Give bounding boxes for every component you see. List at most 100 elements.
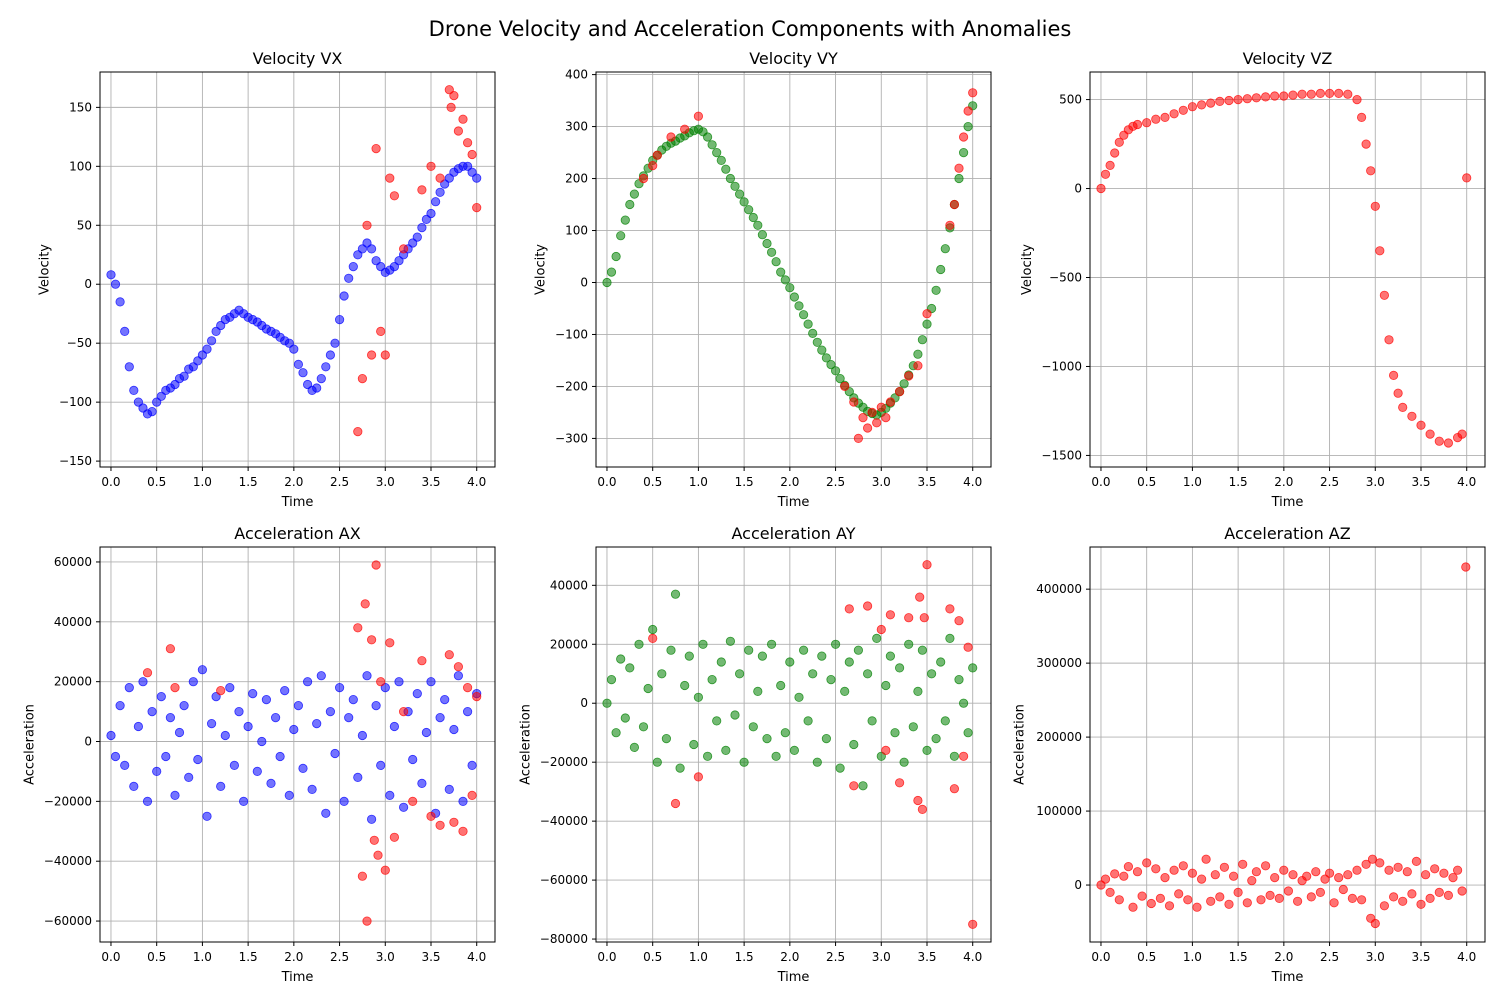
data-point xyxy=(625,663,635,673)
data-point xyxy=(821,733,832,744)
data-point xyxy=(408,796,418,807)
data-point xyxy=(958,751,969,761)
x-tick-label: 0.0 xyxy=(1091,950,1110,964)
data-point xyxy=(380,350,390,360)
data-point xyxy=(606,674,617,685)
y-tick-label: −1500 xyxy=(1041,448,1082,462)
data-point xyxy=(453,126,463,136)
data-point xyxy=(449,724,459,735)
data-point xyxy=(881,680,891,691)
data-point xyxy=(1251,867,1262,877)
data-point xyxy=(412,688,422,699)
data-point xyxy=(620,215,630,225)
data-point xyxy=(1128,902,1138,912)
x-axis: 0.0 0.5 1.0 1.5 2.0 2.5 3.0 3.5 4.0 xyxy=(597,942,982,964)
data-point xyxy=(142,796,153,807)
data-point xyxy=(1238,859,1248,869)
data-point xyxy=(899,757,909,767)
data-point xyxy=(371,144,381,154)
data-points xyxy=(602,560,978,929)
plot-frame xyxy=(595,71,992,468)
data-point xyxy=(357,871,367,881)
data-point xyxy=(366,635,377,645)
data-point xyxy=(284,790,294,801)
data-point xyxy=(1425,893,1435,904)
data-point xyxy=(165,644,175,654)
data-point xyxy=(1146,898,1156,909)
data-point xyxy=(1329,898,1339,908)
data-point xyxy=(1279,91,1289,101)
x-tick-label: 3.5 xyxy=(1411,950,1430,964)
x-tick-label: 4.0 xyxy=(467,475,486,489)
plot-frame xyxy=(99,71,496,468)
data-point xyxy=(444,650,454,660)
data-point xyxy=(968,919,978,929)
data-point xyxy=(922,309,932,319)
data-point xyxy=(1457,429,1467,439)
data-point xyxy=(289,724,299,735)
data-point xyxy=(849,781,859,791)
subplot-grid: 0.0 0.5 1.0 1.5 2.0 2.5 3.0 3.5 4.0−150−100−5005… xyxy=(23,49,1486,985)
data-point xyxy=(931,733,941,744)
data-point xyxy=(360,599,370,609)
data-point xyxy=(1169,109,1179,119)
data-point xyxy=(744,645,754,655)
x-tick-label: 1.5 xyxy=(735,475,754,489)
data-point xyxy=(115,297,125,307)
data-point xyxy=(830,639,841,649)
y-tick-label: 40000 xyxy=(54,615,92,629)
data-point xyxy=(904,371,914,381)
data-point xyxy=(1311,867,1321,877)
data-point xyxy=(1325,868,1335,878)
series-blue xyxy=(106,161,482,419)
data-point xyxy=(362,671,372,681)
data-point xyxy=(1215,892,1225,902)
data-point xyxy=(954,173,964,184)
data-point xyxy=(1256,895,1266,905)
x-tick-label: 4.0 xyxy=(963,475,982,489)
series-red xyxy=(1096,562,1471,929)
data-point xyxy=(744,205,754,215)
data-point xyxy=(133,721,143,732)
data-point xyxy=(472,203,482,213)
data-point xyxy=(366,814,377,824)
data-point xyxy=(373,850,383,860)
data-point xyxy=(1274,893,1284,904)
data-point xyxy=(1187,102,1198,112)
y-tick-label: −80000 xyxy=(540,932,588,946)
data-point xyxy=(1233,95,1243,105)
data-point xyxy=(138,677,148,687)
x-tick-label: 3.5 xyxy=(421,475,440,489)
data-point xyxy=(1352,865,1362,875)
data-point xyxy=(321,362,331,372)
data-point xyxy=(716,155,726,165)
data-points xyxy=(602,88,978,443)
data-point xyxy=(817,651,827,661)
data-point xyxy=(940,244,950,254)
series-red xyxy=(353,85,482,437)
data-point xyxy=(867,407,877,417)
data-point xyxy=(1393,388,1403,398)
data-point xyxy=(371,700,381,711)
data-point xyxy=(1242,898,1252,908)
data-point xyxy=(1201,854,1211,864)
data-point xyxy=(398,244,409,254)
x-tick-label: 1.0 xyxy=(1183,950,1202,964)
y-tick-label: 400000 xyxy=(1036,582,1082,596)
data-point xyxy=(648,633,658,644)
data-point xyxy=(725,636,736,646)
x-tick-label: 3.0 xyxy=(376,950,395,964)
data-point xyxy=(803,716,813,726)
data-point xyxy=(170,790,180,801)
data-point xyxy=(680,680,690,691)
data-point xyxy=(721,745,731,756)
subplot-4: 0.0 0.5 1.0 1.5 2.0 2.5 3.0 3.5 4.0−60000−40000−… xyxy=(23,524,496,985)
data-point xyxy=(298,763,308,774)
data-point xyxy=(1137,891,1147,901)
data-point xyxy=(913,795,923,806)
data-point xyxy=(362,220,372,230)
x-tick-label: 3.5 xyxy=(421,950,440,964)
data-point xyxy=(110,751,121,762)
data-point xyxy=(785,283,795,293)
x-tick-label: 3.5 xyxy=(917,475,936,489)
